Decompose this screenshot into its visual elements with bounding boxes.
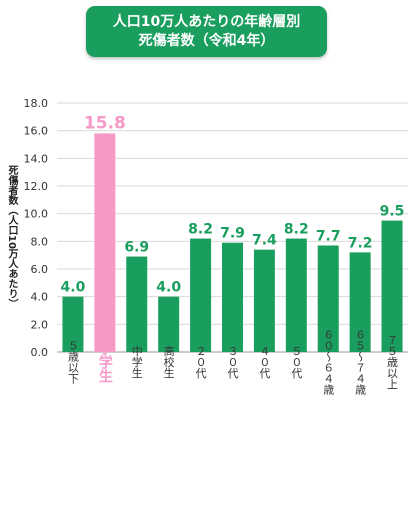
y-tick-label: 10.0	[24, 208, 49, 221]
bar	[285, 238, 307, 352]
chart-title: 人口10万人あたりの年齢層別 死傷者数（令和4年）	[86, 6, 327, 57]
bar	[381, 220, 403, 352]
chart-title-line2: 死傷者数（令和4年）	[138, 32, 275, 49]
data-label: 7.2	[348, 235, 373, 251]
data-label: 4.0	[61, 280, 86, 296]
bar	[190, 238, 212, 352]
x-tick-label: ７５歳以上	[386, 335, 399, 390]
x-tick-label: ６０～６４歳	[322, 329, 335, 395]
x-tick-label: 高校生	[162, 344, 175, 378]
data-label: 6.9	[124, 240, 149, 256]
x-tick-label: 小学生	[97, 341, 113, 383]
data-label: 8.2	[284, 222, 309, 238]
bar	[317, 245, 339, 352]
bar	[94, 133, 116, 352]
x-tick-label: ３０代	[226, 346, 239, 380]
x-tick-label: ６５～７４歳	[354, 329, 367, 395]
x-tick-label: ２０代	[194, 346, 207, 380]
x-tick-label: ５歳以下	[66, 340, 79, 385]
data-label: 15.8	[84, 113, 126, 133]
bar	[62, 296, 84, 352]
data-label: 8.2	[188, 222, 213, 238]
bar	[222, 242, 243, 352]
bar	[253, 249, 275, 352]
data-label: 7.4	[252, 233, 277, 249]
data-label: 9.5	[380, 204, 405, 220]
y-axis-label: 死傷者数（人口10万人あたり）	[6, 165, 17, 309]
data-label: 4.0	[156, 280, 181, 296]
y-tick-label: 6.0	[31, 263, 49, 276]
x-tick-label: ４０代	[258, 346, 271, 380]
y-tick-label: 14.0	[24, 152, 49, 165]
y-tick-label: 18.0	[24, 97, 49, 110]
data-label: 7.9	[220, 226, 245, 242]
x-tick-label: ５０代	[290, 346, 303, 380]
data-label: 7.7	[316, 228, 341, 244]
y-tick-label: 4.0	[31, 291, 49, 304]
bar	[126, 256, 148, 352]
chart-title-line1: 人口10万人あたりの年齢層別	[112, 13, 301, 30]
y-tick-label: 16.0	[24, 125, 49, 138]
y-tick-label: 0.0	[31, 346, 49, 359]
bar	[158, 296, 180, 352]
y-tick-label: 8.0	[31, 235, 49, 248]
y-tick-label: 12.0	[24, 180, 49, 193]
y-tick-label: 2.0	[31, 318, 49, 331]
x-tick-label: 中学生	[130, 345, 143, 378]
bar	[349, 252, 371, 352]
